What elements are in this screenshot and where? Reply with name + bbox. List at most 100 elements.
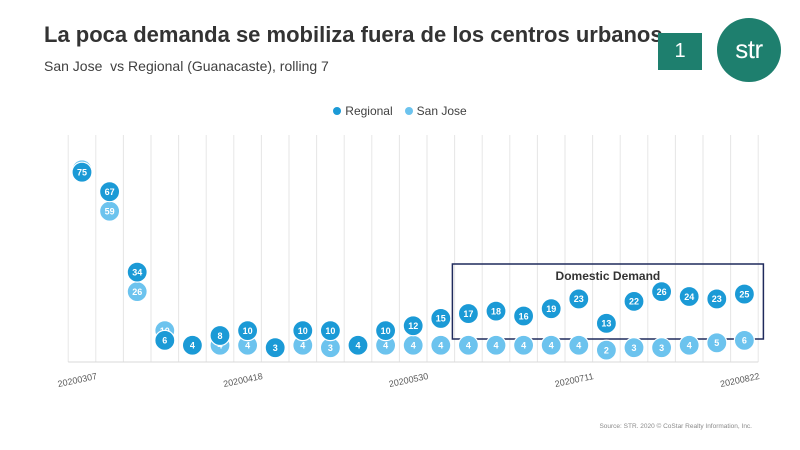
point-regional-21 bbox=[650, 281, 673, 303]
point-regional-4 bbox=[181, 334, 203, 356]
source-note: Source: STR. 2020 © CoStar Realty Inform… bbox=[599, 423, 752, 430]
point-regional-13 bbox=[430, 307, 452, 330]
point-regional-16 bbox=[512, 305, 535, 327]
point-san-jose-15 bbox=[485, 334, 507, 356]
data-label-regional-20: 22 bbox=[629, 297, 639, 307]
legend-label-san-jose: San Jose bbox=[416, 104, 467, 118]
point-san-jose-19 bbox=[595, 339, 618, 361]
point-san-jose-21 bbox=[650, 337, 673, 359]
legend-marker-san-jose bbox=[404, 107, 413, 115]
point-regional-0 bbox=[71, 161, 93, 183]
str-logo: str bbox=[717, 18, 781, 82]
point-regional-17 bbox=[540, 298, 562, 320]
point-regional-12 bbox=[402, 315, 424, 337]
data-label-san-jose-24: 6 bbox=[742, 336, 747, 346]
point-regional-7 bbox=[264, 337, 286, 359]
data-label-regional-6: 10 bbox=[243, 326, 253, 336]
data-label-regional-19: 13 bbox=[601, 319, 611, 329]
x-tick-label-4: 20200822 bbox=[719, 371, 760, 389]
data-label-regional-21: 26 bbox=[657, 287, 667, 297]
data-label-regional-8: 10 bbox=[298, 326, 308, 336]
data-label-san-jose-20: 3 bbox=[631, 343, 636, 353]
annotation-box-0 bbox=[451, 263, 765, 340]
point-regional-22 bbox=[678, 285, 700, 308]
point-regional-18 bbox=[568, 288, 590, 310]
point-regional-24 bbox=[733, 283, 756, 305]
data-label-san-jose-19: 2 bbox=[604, 345, 609, 355]
data-label-regional-11: 10 bbox=[381, 326, 391, 336]
point-regional-9 bbox=[319, 320, 341, 342]
chart-subtitle: San Jose vs Regional (Guanacaste), rolli… bbox=[44, 58, 329, 74]
data-label-regional-17: 19 bbox=[546, 304, 556, 314]
data-label-regional-7: 3 bbox=[273, 343, 278, 353]
point-regional-19 bbox=[595, 312, 618, 334]
data-label-san-jose-17: 4 bbox=[549, 341, 554, 351]
point-san-jose-17 bbox=[540, 334, 562, 356]
point-san-jose-18 bbox=[568, 334, 590, 356]
data-label-san-jose-8: 4 bbox=[300, 341, 305, 351]
data-label-regional-23: 23 bbox=[712, 294, 722, 304]
point-regional-10 bbox=[347, 334, 369, 356]
data-label-san-jose-21: 3 bbox=[659, 343, 664, 353]
data-label-san-jose-12: 4 bbox=[411, 341, 416, 351]
data-label-san-jose-18: 4 bbox=[576, 341, 581, 351]
data-label-san-jose-6: 4 bbox=[245, 341, 250, 351]
data-label-regional-18: 23 bbox=[574, 294, 584, 304]
page-number-badge: 1 bbox=[658, 33, 702, 70]
data-label-san-jose-16: 4 bbox=[521, 341, 526, 351]
data-label-regional-3: 6 bbox=[162, 336, 167, 346]
data-label-san-jose-22: 4 bbox=[687, 341, 692, 351]
point-regional-6 bbox=[237, 320, 259, 342]
point-san-jose-24 bbox=[733, 329, 756, 351]
point-san-jose-22 bbox=[678, 334, 700, 356]
point-san-jose-13 bbox=[430, 334, 452, 356]
legend-marker-regional bbox=[333, 107, 342, 115]
legend-label-regional: Regional bbox=[345, 104, 393, 118]
data-label-san-jose-15: 4 bbox=[493, 341, 498, 351]
data-label-san-jose-23: 5 bbox=[714, 338, 719, 348]
x-tick-label-2: 20200530 bbox=[388, 371, 429, 389]
data-label-san-jose-11: 4 bbox=[383, 341, 388, 351]
data-label-san-jose-13: 4 bbox=[438, 341, 443, 351]
point-regional-8 bbox=[292, 320, 314, 342]
point-san-jose-16 bbox=[512, 334, 535, 356]
data-label-regional-24: 25 bbox=[739, 289, 749, 299]
data-label-regional-14: 17 bbox=[463, 309, 473, 319]
data-label-regional-22: 24 bbox=[684, 292, 694, 302]
data-label-san-jose-14: 4 bbox=[466, 341, 471, 351]
data-label-regional-10: 4 bbox=[355, 341, 360, 351]
legend-item-san-jose: San Jose bbox=[404, 104, 467, 118]
data-label-regional-5: 8 bbox=[217, 331, 222, 341]
legend-item-regional: Regional bbox=[333, 104, 393, 118]
data-label-regional-12: 12 bbox=[408, 321, 418, 331]
point-regional-14 bbox=[457, 302, 479, 325]
data-label-regional-2: 34 bbox=[132, 267, 142, 277]
data-label-san-jose-2: 26 bbox=[132, 287, 142, 297]
point-regional-5 bbox=[209, 324, 231, 347]
point-regional-11 bbox=[375, 320, 397, 342]
point-san-jose-20 bbox=[623, 337, 645, 359]
point-regional-3 bbox=[154, 329, 176, 351]
data-label-san-jose-1: 59 bbox=[105, 206, 115, 216]
data-label-regional-16: 16 bbox=[519, 311, 529, 321]
data-label-san-jose-9: 3 bbox=[328, 343, 333, 353]
data-label-regional-15: 18 bbox=[491, 306, 501, 316]
point-regional-1 bbox=[98, 181, 121, 203]
data-label-regional-0: 75 bbox=[77, 167, 87, 177]
chart-legend: Regional San Jose bbox=[0, 104, 800, 118]
x-tick-label-0: 20200307 bbox=[57, 371, 98, 389]
x-tick-label-3: 20200711 bbox=[554, 371, 595, 389]
point-regional-23 bbox=[706, 288, 728, 310]
point-regional-15 bbox=[485, 300, 507, 322]
data-label-regional-9: 10 bbox=[325, 326, 335, 336]
x-tick-label-1: 20200418 bbox=[222, 371, 263, 389]
data-label-regional-13: 15 bbox=[436, 314, 446, 324]
point-san-jose-14 bbox=[457, 334, 479, 356]
point-regional-20 bbox=[623, 290, 645, 312]
annotation-label-0: Domestic Demand bbox=[556, 269, 661, 283]
chart-title: La poca demanda se mobiliza fuera de los… bbox=[44, 22, 663, 47]
logo-text: str bbox=[735, 33, 763, 64]
data-label-regional-4: 4 bbox=[190, 341, 195, 351]
point-san-jose-23 bbox=[706, 332, 728, 354]
